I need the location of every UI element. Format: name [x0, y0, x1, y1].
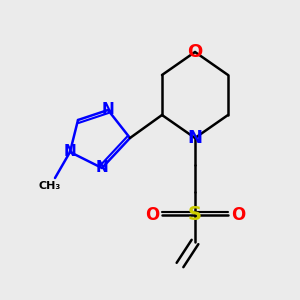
Text: CH₃: CH₃: [39, 181, 61, 191]
Text: N: N: [188, 129, 202, 147]
Text: S: S: [188, 206, 202, 224]
Text: O: O: [188, 43, 202, 61]
Text: O: O: [145, 206, 159, 224]
Text: N: N: [64, 145, 76, 160]
Text: N: N: [96, 160, 108, 175]
Text: O: O: [231, 206, 245, 224]
Text: N: N: [102, 103, 114, 118]
